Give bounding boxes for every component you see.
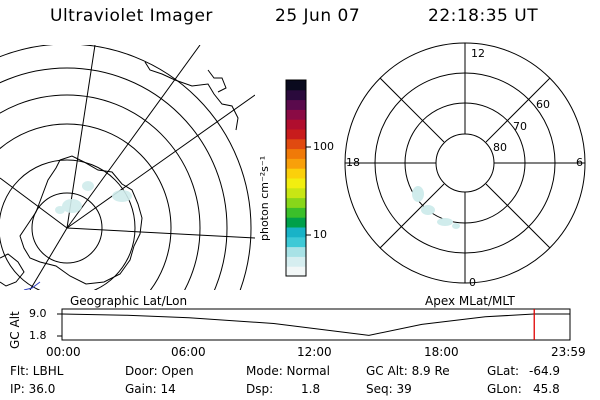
timeline-ytick-1-8: 1.8 xyxy=(29,329,47,342)
map-meridian xyxy=(66,45,96,229)
colorbar-tick-100: 100 xyxy=(313,140,334,153)
polar-spoke xyxy=(379,183,445,249)
colorbar-cell xyxy=(286,266,306,277)
timeline-xtick: 00:00 xyxy=(46,345,81,359)
mlat-label-60: 60 xyxy=(536,98,550,111)
map-meridian xyxy=(66,227,255,239)
dsp-label: Dsp: xyxy=(246,382,274,396)
timeline-ylabel: GC Alt xyxy=(8,311,22,349)
timeline-xtick: 23:59 xyxy=(551,345,586,359)
polar-spoke xyxy=(485,77,551,143)
timeline-xtick: 06:00 xyxy=(171,345,206,359)
colorbar-cell xyxy=(286,138,306,150)
mlt-label-18: 18 xyxy=(346,156,360,169)
map-meridian xyxy=(66,45,201,229)
colorbar-cell xyxy=(286,80,306,91)
mlt-label-12: 12 xyxy=(471,47,485,60)
glon-value: 45.8 xyxy=(533,382,560,396)
colorbar-cell xyxy=(286,99,306,110)
colorbar-cell xyxy=(286,207,306,218)
mlt-label-6: 6 xyxy=(576,156,583,169)
map-lat-circle xyxy=(0,159,136,290)
map-aurora-patches xyxy=(55,181,132,214)
colorbar-cell xyxy=(286,158,306,169)
mlat-label-80: 80 xyxy=(493,141,507,154)
colorbar-tick-10: 10 xyxy=(313,228,327,241)
timeline-frame xyxy=(61,308,571,341)
colorbar-cell xyxy=(286,168,306,179)
coastline-blue xyxy=(23,281,41,290)
colorbar-label: photon cm⁻²s⁻¹ xyxy=(258,155,271,241)
mode-info: Mode: Normal xyxy=(246,364,330,378)
colorbar-cell xyxy=(286,187,306,199)
colorbar-cell xyxy=(286,236,306,248)
map-lat-circle xyxy=(0,94,201,290)
instrument-title: Ultraviolet Imager xyxy=(50,6,213,26)
colorbar-cell xyxy=(286,197,306,208)
map-lat-circle xyxy=(31,192,103,264)
door-info: Door: Open xyxy=(125,364,194,378)
antarctica-coastline xyxy=(19,155,143,285)
colorbar-cell xyxy=(286,129,306,140)
map-meridian xyxy=(0,177,68,229)
colorbar-cell xyxy=(286,227,306,238)
date-label: 25 Jun 07 xyxy=(275,6,361,26)
map-meridian xyxy=(29,227,68,290)
colorbar-cell xyxy=(286,89,306,101)
mlt-label-0: 0 xyxy=(469,276,476,289)
polar-spoke xyxy=(485,183,551,249)
seq-info: Seq: 39 xyxy=(366,382,412,396)
glat-label: GLat: xyxy=(487,364,520,378)
gain-info: Gain: 14 xyxy=(125,382,176,396)
colorbar-cell xyxy=(286,109,306,120)
map-lat-circle xyxy=(0,123,172,290)
timeline-ytick-9: 9.0 xyxy=(29,307,47,320)
gc-alt-info: GC Alt: 8.9 Re xyxy=(366,364,450,378)
polar-spoke xyxy=(379,77,445,143)
right-panel-label: Apex MLat/MLT xyxy=(425,294,515,308)
colorbar-cell xyxy=(286,178,306,189)
colorbar-cells xyxy=(286,80,306,277)
map-lat-circle xyxy=(0,45,252,290)
polar-ring xyxy=(435,133,495,193)
ip-info: IP: 36.0 xyxy=(10,382,56,396)
mlat-label-70: 70 xyxy=(513,120,527,133)
map-lat-circle xyxy=(0,67,228,290)
map-meridian xyxy=(66,94,255,229)
timeline-xtick: 18:00 xyxy=(424,345,459,359)
colorbar-cell xyxy=(286,148,306,159)
colorbar-cell xyxy=(286,119,306,130)
colorbar xyxy=(285,79,311,277)
colorbar-frame xyxy=(285,79,307,277)
colorbar-cell xyxy=(286,246,306,257)
coastline xyxy=(0,253,25,287)
timeline-plot xyxy=(57,308,571,341)
polar-plot xyxy=(344,42,586,284)
coastline xyxy=(207,69,227,93)
colorbar-cell xyxy=(286,256,306,267)
left-panel-label: Geographic Lat/Lon xyxy=(70,294,188,308)
gc-alt-line xyxy=(61,313,570,336)
coastline xyxy=(144,61,239,131)
time-label: 22:18:35 UT xyxy=(428,6,539,26)
glat-value: -64.9 xyxy=(529,364,561,378)
polar-aurora-patches xyxy=(412,186,460,229)
colorbar-cell xyxy=(286,217,306,228)
dsp-value: 1.8 xyxy=(301,382,321,396)
glon-label: GLon: xyxy=(487,382,522,396)
filter-info: Flt: LBHL xyxy=(10,364,64,378)
timeline-xtick: 12:00 xyxy=(297,345,332,359)
geographic-map xyxy=(0,45,255,290)
